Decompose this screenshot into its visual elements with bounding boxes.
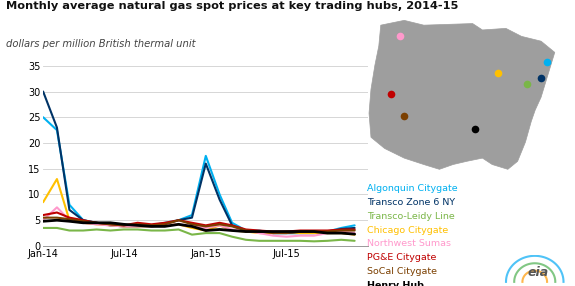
Text: Henry Hub: Henry Hub [367,281,424,286]
Text: PG&E Citygate: PG&E Citygate [367,253,436,262]
Text: SoCal Citygate: SoCal Citygate [367,267,437,276]
Text: Chicago Citygate: Chicago Citygate [367,226,448,235]
Text: Algonquin Citygate: Algonquin Citygate [367,184,458,193]
Text: Northwest Sumas: Northwest Sumas [367,239,451,248]
Text: Transco-Leidy Line: Transco-Leidy Line [367,212,455,221]
Text: Transco Zone 6 NY: Transco Zone 6 NY [367,198,455,207]
Text: dollars per million British thermal unit: dollars per million British thermal unit [6,39,196,49]
Text: eia: eia [527,266,549,279]
Polygon shape [369,20,555,169]
Text: Monthly average natural gas spot prices at key trading hubs, 2014-15: Monthly average natural gas spot prices … [6,1,458,11]
